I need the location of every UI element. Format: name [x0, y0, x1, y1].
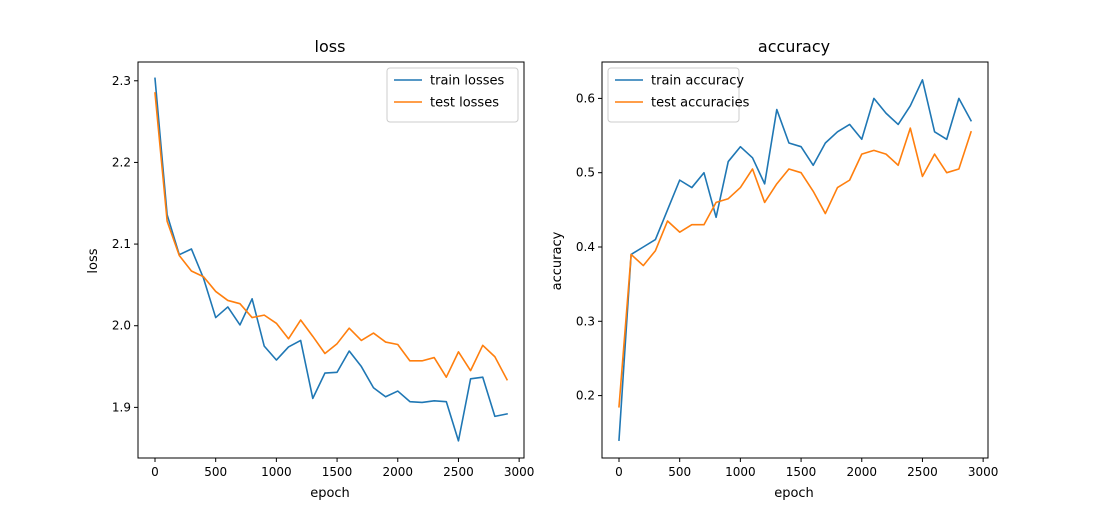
legend-entry: train losses	[430, 74, 505, 89]
x-tick-label: 1500	[322, 465, 353, 479]
y-axis-label: loss	[86, 248, 101, 273]
x-tick-label: 1000	[261, 465, 292, 479]
series-line-test	[154, 92, 509, 381]
ticks: 0 500 1000 1500 2000 2500 3000 1.9 2.0 2.1 2.2 2.3	[112, 74, 535, 479]
series-line-train	[618, 79, 973, 442]
legend-entry: test accuracies	[651, 96, 750, 111]
x-tick-label: 3000	[968, 465, 999, 479]
x-tick-label: 3000	[504, 465, 535, 479]
series-lines	[154, 77, 509, 442]
x-axis-label: epoch	[310, 486, 350, 501]
x-tick-label: 0	[615, 465, 623, 479]
x-tick-label: 2000	[382, 465, 413, 479]
x-tick-label: 0	[151, 465, 159, 479]
legend-box	[386, 67, 519, 123]
y-tick-label: 1.9	[112, 400, 131, 414]
plot-frame	[137, 61, 525, 459]
loss-chart: loss epoch loss 0 500 1000 1500 2000 2500 3000…	[86, 37, 534, 501]
y-tick-label: 0.5	[576, 166, 595, 180]
x-tick-label: 2500	[443, 465, 474, 479]
legend: train losses test losses	[386, 67, 519, 123]
y-tick-label: 0.6	[576, 91, 595, 105]
y-tick-label: 0.3	[576, 314, 595, 328]
x-tick-label: 2000	[846, 465, 877, 479]
x-tick-label: 1000	[725, 465, 756, 479]
accuracy-chart: accuracy epoch accuracy 0 500 1000 1500 2000…	[550, 37, 998, 501]
plot-frame	[601, 61, 989, 459]
legend-box	[607, 67, 740, 123]
legend-entry: test losses	[430, 96, 499, 111]
y-axis-label: accuracy	[550, 231, 565, 290]
y-tick-label: 0.4	[576, 240, 595, 254]
x-tick-label: 500	[204, 465, 227, 479]
y-tick-label: 2.1	[112, 237, 131, 251]
chart-title: accuracy	[758, 37, 830, 56]
y-tick-label: 0.2	[576, 389, 595, 403]
ticks: 0 500 1000 1500 2000 2500 3000 0.2 0.3 0.4 0.5 0.6	[576, 91, 999, 479]
y-tick-label: 2.0	[112, 319, 131, 333]
series-lines	[618, 79, 973, 442]
x-tick-label: 1500	[786, 465, 817, 479]
series-line-train	[154, 77, 508, 442]
legend: train accuracy test accuracies	[607, 67, 750, 123]
y-tick-label: 2.2	[112, 155, 131, 169]
chart-title: loss	[315, 37, 346, 56]
series-line-test	[618, 127, 973, 408]
x-axis-label: epoch	[774, 486, 814, 501]
x-tick-label: 2500	[907, 465, 938, 479]
x-tick-label: 500	[668, 465, 691, 479]
y-tick-label: 2.3	[112, 74, 131, 88]
legend-entry: train accuracy	[651, 74, 744, 89]
